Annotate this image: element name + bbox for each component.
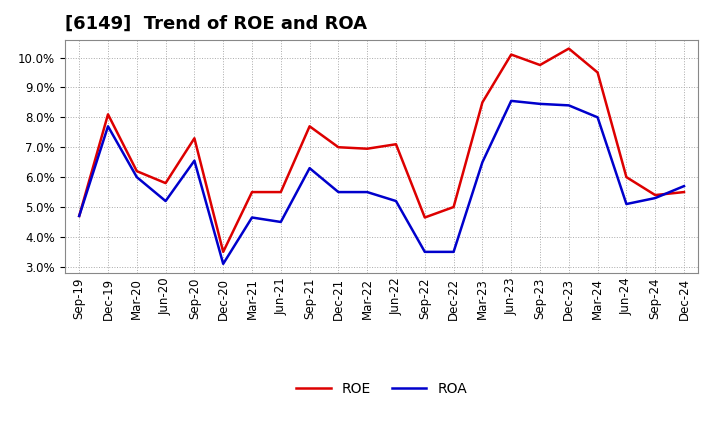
ROA xyxy=(104,124,112,129)
ROE xyxy=(190,136,199,141)
ROE xyxy=(478,100,487,105)
ROA xyxy=(420,249,429,254)
ROE xyxy=(132,169,141,174)
ROA xyxy=(276,219,285,224)
ROE xyxy=(680,190,688,195)
ROA xyxy=(536,101,544,106)
ROA xyxy=(132,175,141,180)
ROE xyxy=(276,190,285,195)
ROA xyxy=(305,165,314,171)
ROE xyxy=(507,52,516,57)
ROA xyxy=(219,261,228,267)
ROE xyxy=(392,142,400,147)
ROA xyxy=(564,103,573,108)
ROE xyxy=(363,146,372,151)
ROE xyxy=(104,112,112,117)
Legend: ROE, ROA: ROE, ROA xyxy=(290,376,473,401)
ROE xyxy=(305,124,314,129)
ROA xyxy=(190,158,199,163)
ROE xyxy=(161,180,170,186)
ROE xyxy=(651,192,660,198)
ROA xyxy=(507,98,516,103)
Line: ROA: ROA xyxy=(79,101,684,264)
ROE xyxy=(334,145,343,150)
ROE xyxy=(219,249,228,254)
ROA xyxy=(478,160,487,165)
ROA xyxy=(334,190,343,195)
ROA xyxy=(392,198,400,204)
ROE xyxy=(593,70,602,75)
ROA xyxy=(161,198,170,204)
ROE xyxy=(622,175,631,180)
ROA xyxy=(622,202,631,207)
ROE xyxy=(449,205,458,210)
ROA xyxy=(248,215,256,220)
ROE xyxy=(75,213,84,219)
ROA xyxy=(593,115,602,120)
ROE xyxy=(564,46,573,51)
Text: [6149]  Trend of ROE and ROA: [6149] Trend of ROE and ROA xyxy=(65,15,366,33)
ROE xyxy=(420,215,429,220)
ROA xyxy=(651,195,660,201)
ROE xyxy=(536,62,544,68)
ROA xyxy=(363,190,372,195)
ROE xyxy=(248,190,256,195)
ROA xyxy=(680,183,688,189)
ROA xyxy=(449,249,458,254)
Line: ROE: ROE xyxy=(79,48,684,252)
ROA xyxy=(75,213,84,219)
